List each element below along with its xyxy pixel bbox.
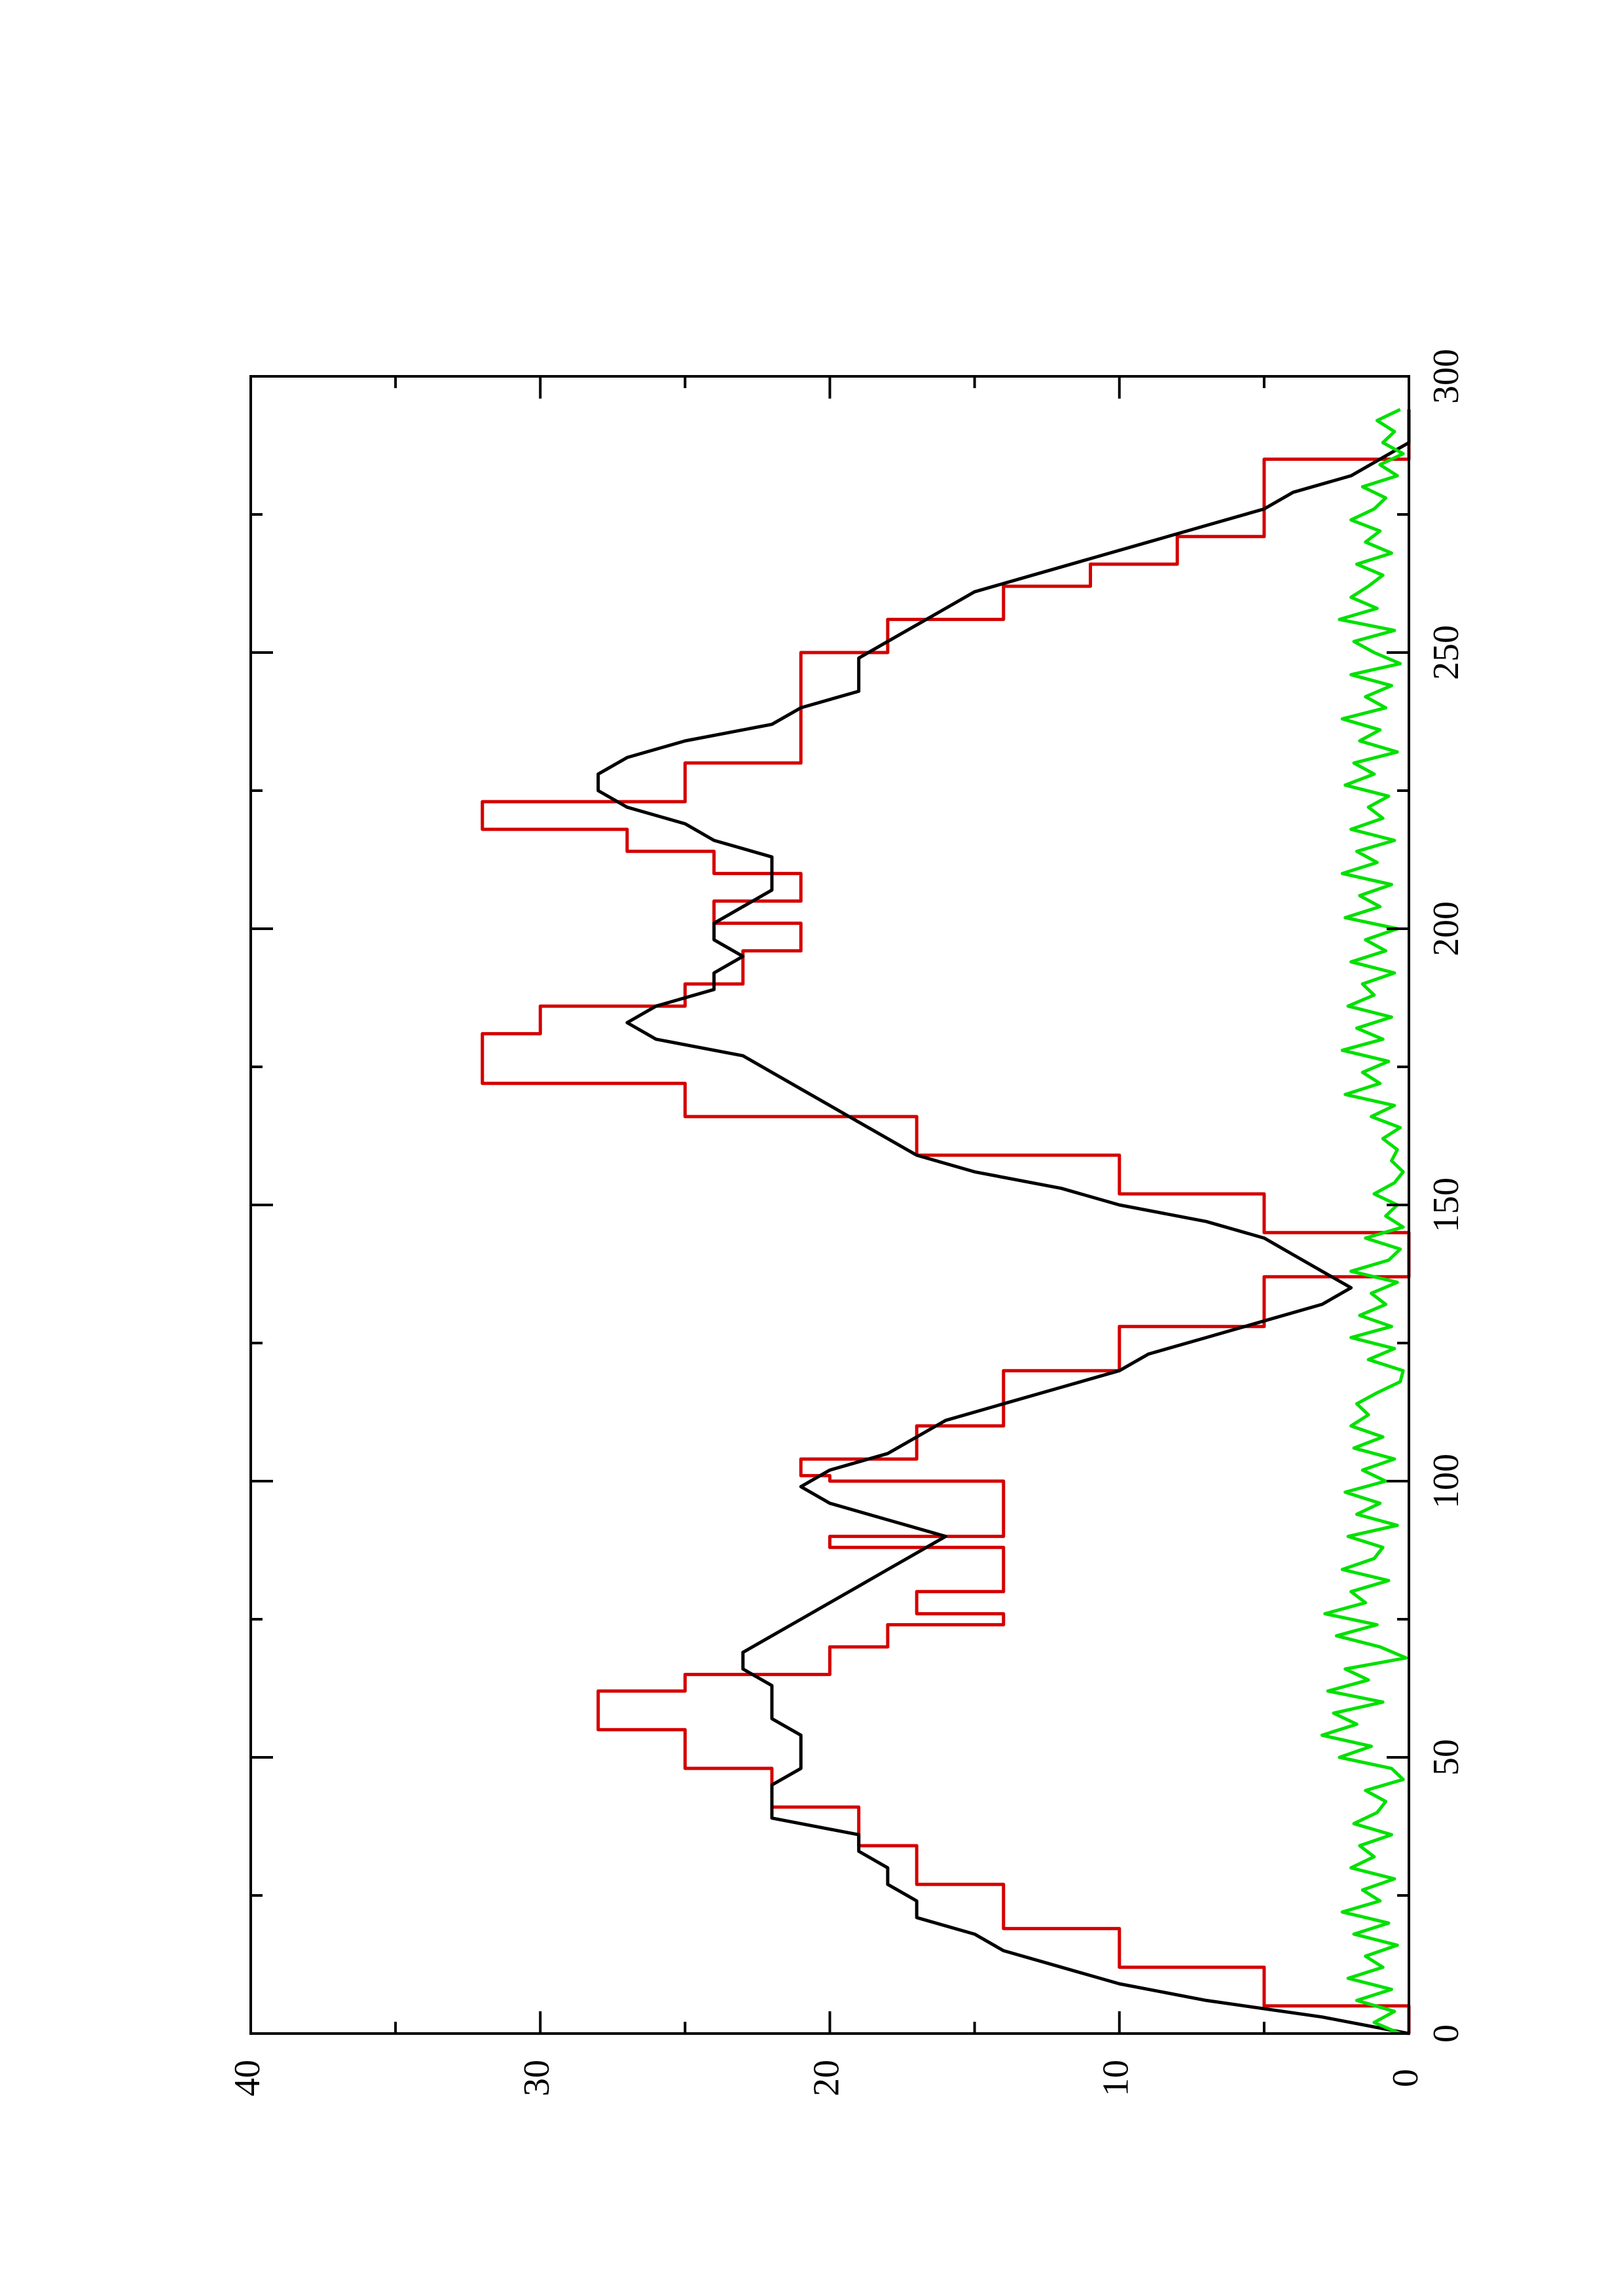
- x-tick-label: 300: [1426, 349, 1467, 404]
- x-tick-label: 200: [1426, 901, 1467, 956]
- y-tick-label: 10: [1096, 2060, 1137, 2096]
- y-tick-label: 30: [517, 2060, 557, 2096]
- series-line-2: [596, 409, 1411, 2036]
- ticks-layer: [249, 375, 1410, 2035]
- series-line-3: [1320, 408, 1408, 2036]
- x-tick-label: 50: [1426, 1739, 1467, 1776]
- y-tick-label: 20: [806, 2060, 847, 2096]
- x-tick-label: 150: [1426, 1177, 1467, 1232]
- x-tick-label: 0: [1426, 2024, 1467, 2043]
- labels-layer: 0 50 100 150 200 250 300 0 10 20 30 40: [227, 349, 1467, 2096]
- y-tick-label: 40: [227, 2060, 268, 2096]
- x-tick-label: 250: [1426, 625, 1467, 680]
- x-tick-label: 100: [1426, 1454, 1467, 1509]
- y-tick-label: 0: [1385, 2069, 1426, 2087]
